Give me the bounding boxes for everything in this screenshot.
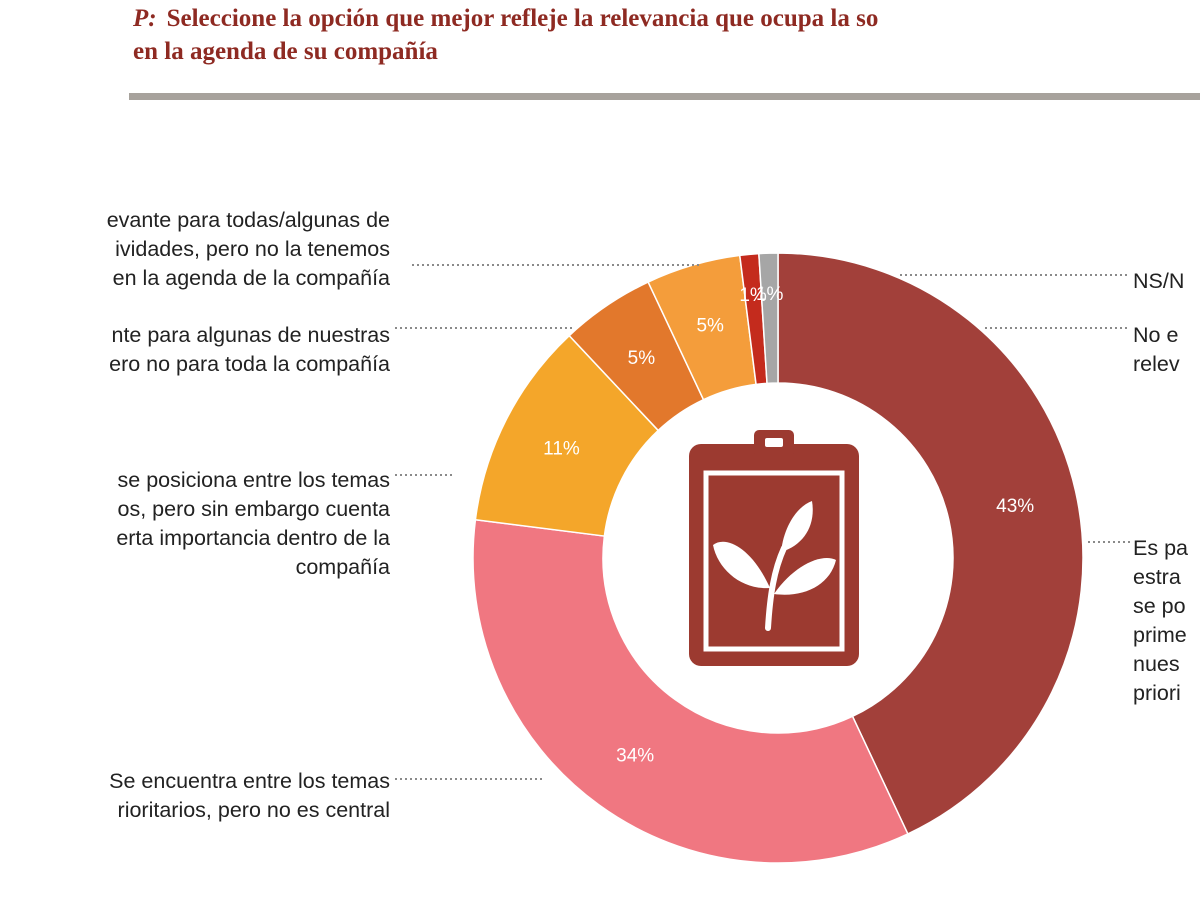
slice-label: 34% bbox=[616, 746, 654, 767]
leaf-left bbox=[713, 541, 770, 589]
category-label: nte para algunas de nuestras bbox=[111, 323, 390, 347]
clipboard-leaf-icon bbox=[689, 430, 859, 666]
leaf-right bbox=[774, 558, 836, 595]
slice-label: 11% bbox=[543, 439, 580, 460]
category-label: ividades, pero no la tenemos bbox=[115, 237, 390, 261]
donut-slice bbox=[472, 518, 909, 864]
category-label: NS/N bbox=[1133, 269, 1185, 293]
slice-label: 1% bbox=[739, 285, 767, 306]
question-prefix: P: bbox=[133, 5, 157, 32]
category-label: compañía bbox=[295, 555, 390, 579]
category-label: prime bbox=[1133, 623, 1187, 647]
category-label: relev bbox=[1133, 352, 1180, 376]
clipboard-clip-hole bbox=[765, 438, 783, 447]
category-label: evante para todas/algunas de bbox=[106, 208, 390, 232]
donut-slice bbox=[777, 252, 1084, 835]
slice-label: 43% bbox=[996, 496, 1034, 517]
category-label: estra bbox=[1133, 565, 1181, 589]
category-label: se posiciona entre los temas bbox=[117, 468, 390, 492]
question-line-2: en la agenda de su compañía bbox=[133, 38, 438, 65]
category-label: No e bbox=[1133, 323, 1179, 347]
category-label: ero no para toda la compañía bbox=[109, 352, 390, 376]
category-label: priori bbox=[1133, 681, 1181, 705]
category-label: se po bbox=[1133, 594, 1186, 618]
category-label: Se encuentra entre los temas bbox=[109, 769, 390, 793]
leaf-top bbox=[781, 501, 813, 552]
category-label: nues bbox=[1133, 652, 1180, 676]
donut-slice bbox=[758, 252, 779, 385]
slice-label: 5% bbox=[696, 316, 724, 337]
category-label: erta importancia dentro de la bbox=[116, 526, 390, 550]
category-label: Es pa bbox=[1133, 536, 1188, 560]
slice-label: 1% bbox=[756, 284, 784, 305]
category-label: os, pero sin embargo cuenta bbox=[117, 497, 391, 521]
slice-label: 5% bbox=[628, 348, 656, 369]
question-title: P: Seleccione la opción que mejor refleje… bbox=[133, 2, 1200, 72]
clipboard-board bbox=[689, 444, 859, 666]
category-label: en la agenda de la compañía bbox=[112, 266, 390, 290]
title-rule bbox=[129, 93, 1200, 100]
leaf-stem bbox=[765, 545, 787, 631]
clipboard-paper bbox=[703, 470, 845, 652]
category-label: rioritarios, pero no es central bbox=[117, 798, 390, 822]
question-line-1: Seleccione la opción que mejor refleje l… bbox=[166, 5, 879, 32]
